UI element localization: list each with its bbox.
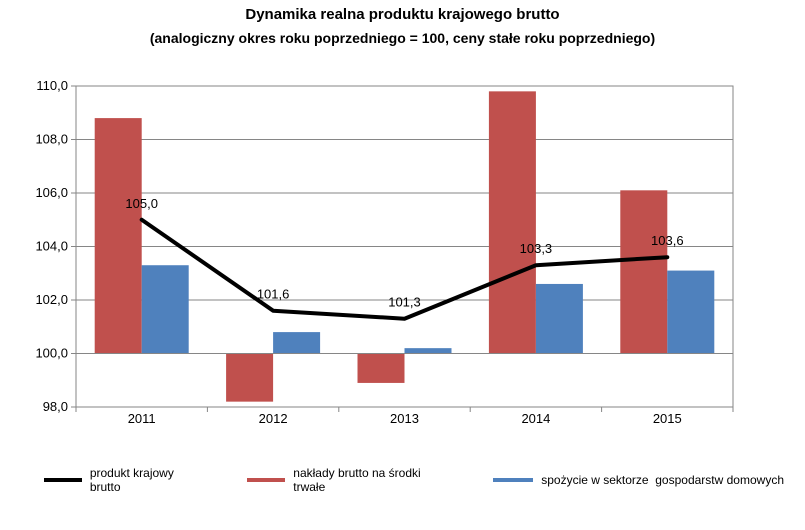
- data-label-gdp: 103,3: [520, 241, 553, 256]
- x-tick-label: 2014: [521, 411, 550, 426]
- bar-consumption: [273, 332, 321, 354]
- y-tick-label: 102,0: [35, 292, 68, 307]
- bar-investment: [488, 91, 536, 354]
- x-tick-label: 2015: [653, 411, 682, 426]
- bar-investment: [620, 190, 668, 354]
- data-label-gdp: 105,0: [125, 196, 158, 211]
- data-label-gdp: 101,3: [388, 295, 421, 310]
- legend-label-consumption: spożycie w sektorze gospodarstw domowych: [541, 473, 784, 487]
- bar-investment: [226, 353, 274, 402]
- y-tick-label: 100,0: [35, 346, 68, 361]
- legend-swatch-investment: [247, 478, 286, 482]
- bar-consumption: [141, 265, 189, 354]
- chart-plot: 98,0 100,0 102,0 104,0 106,0 108,0 110,0 2011 20…: [35, 78, 734, 426]
- y-tick-label: 110,0: [36, 78, 68, 93]
- bar-consumption: [404, 348, 452, 354]
- legend-item-investment: nakłady brutto na środki trwałe: [247, 466, 447, 494]
- y-tick-label: 108,0: [35, 132, 68, 147]
- x-tick-label: 2011: [128, 411, 156, 426]
- legend-label-investment: nakłady brutto na środki trwałe: [293, 466, 421, 494]
- data-label-gdp: 101,6: [257, 287, 290, 302]
- y-tick-label: 106,0: [35, 185, 68, 200]
- x-tick-label: 2013: [390, 411, 419, 426]
- legend-item-gdp: produkt krajowy brutto: [44, 466, 201, 494]
- legend-item-consumption: spożycie w sektorze gospodarstw domowych: [493, 473, 784, 487]
- data-label-gdp: 103,6: [651, 233, 684, 248]
- legend-swatch-consumption: [493, 478, 534, 482]
- bar-consumption: [535, 283, 583, 354]
- x-tick-label: 2012: [259, 411, 288, 426]
- bar-consumption: [667, 270, 715, 354]
- chart-title: Dynamika realna produktu krajowego brutt…: [245, 6, 560, 23]
- chart-subtitle: (analogiczny okres roku poprzedniego = 1…: [149, 30, 656, 46]
- bar-investment: [94, 118, 142, 354]
- legend-label-gdp: produkt krajowy brutto: [89, 466, 174, 494]
- y-tick-label: 104,0: [35, 239, 68, 254]
- legend-swatch-gdp: [44, 478, 82, 482]
- chart-legend: produkt krajowy brutto nakłady brutto na…: [44, 466, 784, 494]
- bar-investment: [357, 353, 405, 383]
- y-tick-label: 98,0: [43, 399, 68, 414]
